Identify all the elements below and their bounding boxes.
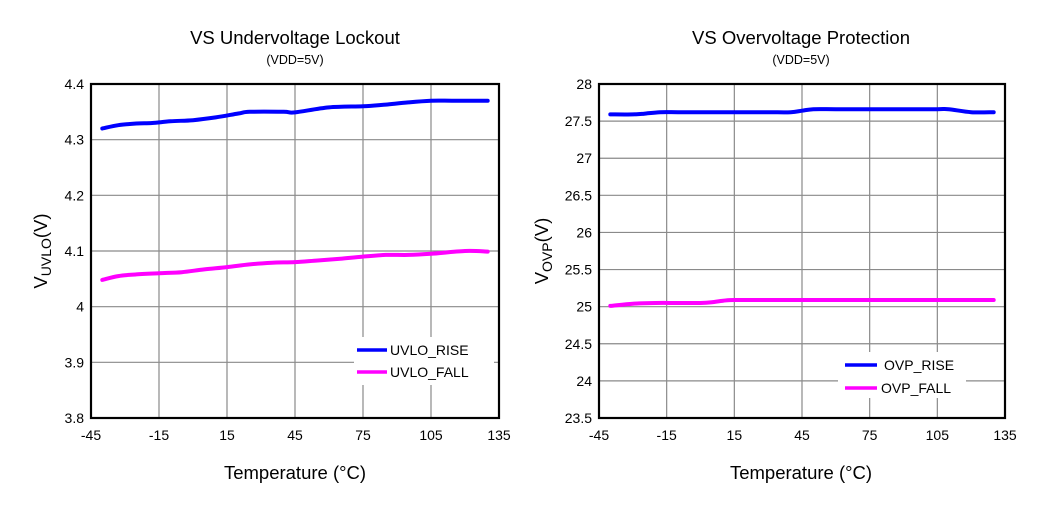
y-tick-labels: 23.5 24 24.5 25 25.5 26 26.5 27 27.5 28: [565, 76, 592, 426]
y-tick-label: 3.8: [65, 410, 85, 426]
series-line-ovp-rise: [608, 106, 996, 117]
y-axis-title-main: V: [30, 276, 51, 289]
y-tick-label: 27.5: [565, 113, 592, 129]
y-axis-title-main: V: [531, 271, 552, 284]
plot-frame: [597, 82, 1007, 420]
y-tick-label: 27: [576, 150, 592, 166]
x-tick-label: 15: [219, 427, 235, 443]
legend: UVLO_RISE UVLO_FALL: [354, 337, 494, 385]
y-axis-title-sub: OVP: [539, 242, 555, 272]
y-tick-label: 4.4: [65, 76, 85, 92]
y-tick-label: 4: [76, 299, 84, 315]
x-tick-label: -45: [81, 427, 101, 443]
series: [100, 98, 490, 282]
legend-label-ovp-rise: OVP_RISE: [884, 357, 954, 373]
y-tick-label: 28: [576, 76, 592, 92]
y-axis-title: VUVLO(V): [30, 213, 54, 288]
y-tick-label: 4.1: [65, 243, 85, 259]
x-tick-label: 45: [794, 427, 810, 443]
legend: OVP_RISE OVP_FALL: [838, 352, 966, 398]
x-tick-label: 75: [862, 427, 878, 443]
plot-frame: [89, 82, 501, 420]
x-tick-label: -45: [589, 427, 609, 443]
legend-box: [354, 337, 494, 385]
series-line-uvlo-rise: [100, 98, 490, 131]
x-axis-title: Temperature (°C): [224, 462, 366, 483]
chart-subtitle: (VDD=5V): [266, 53, 323, 67]
uvlo-chart: VS Undervoltage Lockout (VDD=5V) -45 -15 1…: [30, 27, 511, 483]
ovp-chart: VS Overvoltage Protection (VDD=5V) -45 -1…: [531, 27, 1017, 483]
legend-label-uvlo-rise: UVLO_RISE: [390, 342, 469, 358]
y-axis-title: VOVP(V): [531, 218, 555, 285]
grid: [91, 84, 499, 418]
y-tick-label: 23.5: [565, 410, 592, 426]
legend-label-uvlo-fall: UVLO_FALL: [390, 364, 469, 380]
y-tick-label: 24.5: [565, 336, 592, 352]
series-line-ovp-fall: [608, 297, 996, 308]
y-axis-title-sub: UVLO: [38, 238, 54, 276]
x-tick-label: 15: [727, 427, 743, 443]
series: [608, 106, 996, 308]
x-tick-label: -15: [657, 427, 677, 443]
legend-box: [838, 352, 966, 398]
x-tick-labels: -45 -15 15 45 75 105 135: [81, 427, 511, 443]
x-tick-label: 135: [993, 427, 1017, 443]
x-tick-label: -15: [149, 427, 169, 443]
y-tick-label: 25.5: [565, 262, 592, 278]
x-tick-label: 105: [926, 427, 950, 443]
y-tick-label: 26: [576, 224, 592, 240]
y-axis-title-unit: (V): [30, 213, 51, 238]
y-tick-label: 24: [576, 373, 592, 389]
x-tick-labels: -45 -15 15 45 75 105 135: [589, 427, 1017, 443]
x-tick-label: 45: [287, 427, 303, 443]
chart-subtitle: (VDD=5V): [772, 53, 829, 67]
y-axis-title-unit: (V): [531, 218, 552, 243]
series-line-uvlo-fall: [100, 248, 490, 282]
chart-title: VS Overvoltage Protection: [692, 27, 910, 48]
y-tick-label: 3.9: [65, 354, 85, 370]
x-tick-label: 75: [355, 427, 371, 443]
y-tick-label: 4.2: [65, 187, 85, 203]
x-tick-label: 135: [487, 427, 511, 443]
x-tick-label: 105: [419, 427, 443, 443]
chart-title: VS Undervoltage Lockout: [190, 27, 400, 48]
legend-label-ovp-fall: OVP_FALL: [881, 380, 951, 396]
y-tick-label: 26.5: [565, 187, 592, 203]
y-tick-labels: 3.8 3.9 4 4.1 4.2 4.3 4.4: [65, 76, 85, 426]
x-axis-title: Temperature (°C): [730, 462, 872, 483]
y-tick-label: 4.3: [65, 132, 85, 148]
y-tick-label: 25: [576, 299, 592, 315]
